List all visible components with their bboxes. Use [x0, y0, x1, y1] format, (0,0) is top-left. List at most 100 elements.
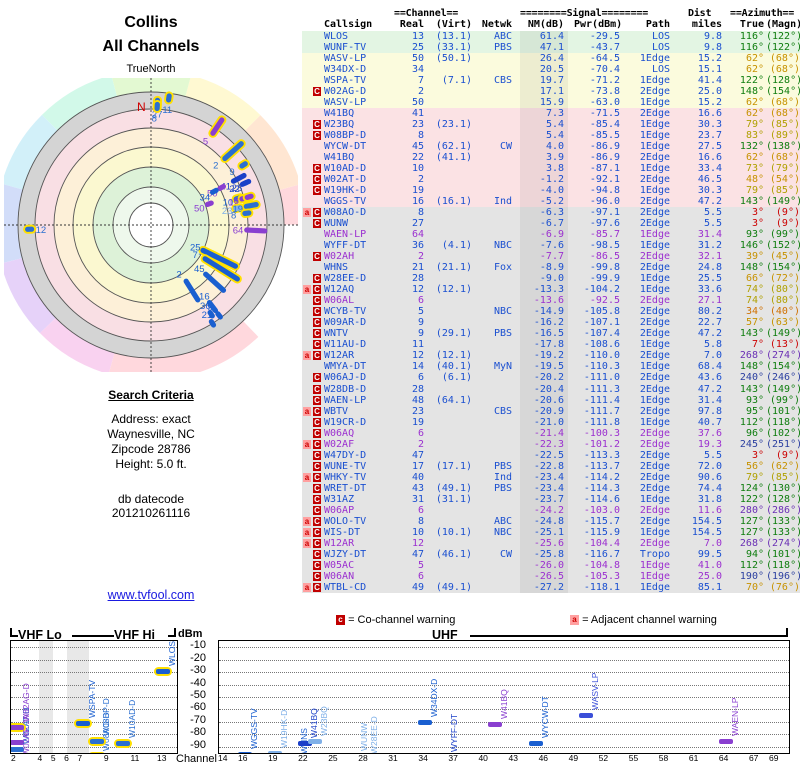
station-marker[interactable]	[238, 752, 253, 753]
cell-dist: 25.5	[697, 273, 722, 285]
cell-pwr: -111.3	[583, 383, 620, 395]
table-row[interactable]: a C WOLO-TV 8 ABC -24.8 -115.7 2Edge 154.5 127° (1…	[302, 515, 800, 527]
cell-call: W06AP	[324, 504, 355, 516]
station-label: W28EE-D	[369, 716, 380, 754]
cell-call: WASV-LP	[324, 53, 367, 65]
cell-magn: (54°)	[769, 174, 800, 186]
station-marker[interactable]	[11, 747, 24, 753]
table-row[interactable]: WUNF-TV 25 (33.1) PBS 47.1 -43.7 LOS 9.8 116° (12…	[302, 42, 800, 54]
cell-nm: -20.9	[533, 405, 564, 417]
station-marker[interactable]	[11, 724, 24, 730]
point-halo	[87, 751, 106, 753]
station-marker[interactable]	[298, 740, 313, 746]
cell-dist: 30.3	[697, 185, 722, 197]
table-row[interactable]: C W31AZ 31 (31.1) -23.7 -114.6 1Edge 31.8 122° (1…	[302, 493, 800, 505]
cell-virt: (12.1)	[435, 284, 472, 296]
table-row[interactable]: a C W12AQ 12 (12.1) -13.3 -104.2 1Edge 33.6 74° (8…	[302, 284, 800, 296]
station-label: WYCW-DT	[539, 696, 550, 738]
table-row[interactable]: WMYA-DT 14 (40.1) MyN -19.5 -110.3 1Edge 68.4 14…	[302, 361, 800, 373]
station-marker[interactable]	[116, 741, 131, 747]
table-row[interactable]: C W28DB-D 28 -20.4 -111.3 2Edge 47.2 143° (149°)	[302, 383, 800, 395]
table-row[interactable]: C W06AJ-D 6 (6.1) -20.2 -111.0 2Edge 43.6 240° (2…	[302, 372, 800, 384]
station-marker[interactable]	[418, 720, 433, 726]
table-row[interactable]: C W08BP-D 8 5.4 -85.5 1Edge 23.7 83° (89°)	[302, 130, 800, 142]
cell-nm: -9.0	[539, 273, 564, 285]
x-tick: 11	[130, 753, 140, 763]
table-row[interactable]: WYCW-DT 45 (62.1) CW 4.0 -86.9 1Edge 27.5 132° (1…	[302, 141, 800, 153]
table-row[interactable]: C W09AR-D 9 -16.2 -107.1 2Edge 22.7 57° (63°)	[302, 317, 800, 329]
cell-magn: (101°)	[766, 405, 800, 417]
table-row[interactable]: C WUNE-TV 17 (17.1) PBS -22.8 -113.7 2Edge 72.0 5…	[302, 460, 800, 472]
table-row[interactable]: C WUNW 27 -6.7 -97.6 2Edge 5.5 3° (9°)	[302, 218, 800, 230]
table-row[interactable]: C WAEN-LP 48 (64.1) -20.6 -111.4 1Edge 31.4 93° (…	[302, 394, 800, 406]
table-row[interactable]: C WCYB-TV 5 NBC -14.9 -105.8 2Edge 80.2 34° (40°)	[302, 306, 800, 318]
table-row[interactable]: WASV-LP 50 (50.1) 26.4 -64.5 1Edge 15.2 62° (68°…	[302, 53, 800, 65]
station-marker[interactable]	[89, 739, 104, 745]
station-marker[interactable]	[308, 739, 323, 745]
table-row[interactable]: C W28EE-D 28 -9.0 -99.9 1Edge 25.5 66° (72°)	[302, 273, 800, 285]
station-marker[interactable]	[528, 740, 543, 746]
cell-magn: (149°)	[766, 383, 800, 395]
group-signal: ========Signal========	[520, 8, 649, 19]
table-row[interactable]: C W05AC 5 -26.0 -104.8 1Edge 41.0 112° (118°)	[302, 559, 800, 571]
table-row[interactable]: a C WTBL-CD 49 (49.1) -27.2 -118.1 1Edge 85.1 70°…	[302, 581, 800, 593]
table-row[interactable]: a C WHKY-TV 40 Ind -23.4 -114.2 2Edge 90.6 79° (85…	[302, 471, 800, 483]
table-row[interactable]: W34DX-D 34 20.5 -70.4 LOS 15.1 62° (68°)	[302, 64, 800, 76]
cell-dist: 43.6	[697, 372, 722, 384]
table-row[interactable]: C WNTV 9 (29.1) PBS -16.5 -107.4 2Edge 47.2 143°(…	[302, 328, 800, 340]
table-row[interactable]: C W19CR-D 19 -21.0 -111.8 1Edge 40.7 112° (118°)	[302, 416, 800, 428]
table-row[interactable]: W41BQ 22 (41.1) 3.9 -86.9 2Edge 16.6 62° (68°)	[302, 152, 800, 164]
table-row[interactable]: C WJZY-DT 47 (46.1) CW -25.8 -116.7 Tropo 99.5 94…	[302, 548, 800, 560]
table-row[interactable]: C WRET-DT 43 (49.1) PBS -23.4 -114.3 2Edge 74.4 1…	[302, 482, 800, 494]
adjacent-warning-badge: a	[303, 208, 311, 218]
table-row[interactable]: a C W08AO-D 8 -6.3 -97.1 2Edge 5.5 3° (9°)	[302, 207, 800, 219]
cell-call: W10AD-D	[324, 163, 367, 175]
table-row[interactable]: C W06AP 6 -24.2 -103.0 2Edge 11.6 280° (286°)	[302, 504, 800, 516]
table-row[interactable]: C W06AQ 6 -21.4 -100.3 2Edge 37.6 96° (102°)	[302, 427, 800, 439]
table-row[interactable]: C W47DY-D 47 -22.5 -113.3 2Edge 5.5 3° (9°)	[302, 449, 800, 461]
station-marker[interactable]	[76, 721, 91, 727]
table-row[interactable]: C W11AU-D 11 -17.8 -108.6 1Edge 5.8 7° (13°)	[302, 339, 800, 351]
table-row[interactable]: a C W12AR 12 -25.6 -104.4 2Edge 7.0 268° (274°)	[302, 537, 800, 549]
table-row[interactable]: a C WBTV 23 CBS -20.9 -111.7 2Edge 97.8 95° (101°)	[302, 405, 800, 417]
datecode-label: db datecode	[117, 492, 185, 506]
station-marker[interactable]	[11, 740, 24, 746]
table-row[interactable]: a C W12AR 12 (12.1) -19.2 -110.0 2Edge 7.0 268° (2…	[302, 350, 800, 362]
station-marker[interactable]	[488, 721, 503, 727]
table-row[interactable]: WSPA-TV 7 (7.1) CBS 19.7 -71.2 1Edge 41.4 122° (1…	[302, 75, 800, 87]
cell-true: 79°	[745, 471, 764, 483]
cell-magn: (133°)	[766, 515, 800, 527]
table-row[interactable]: W41BQ 41 7.3 -71.5 2Edge 16.6 62° (68°)	[302, 108, 800, 120]
table-row[interactable]: WASV-LP 50 15.9 -63.0 1Edge 15.2 62° (68°)	[302, 97, 800, 109]
table-row[interactable]: C W10AD-D 10 3.8 -87.1 1Edge 33.4 73° (79°)	[302, 163, 800, 175]
table-row[interactable]: C W19HK-D 19 -4.0 -94.8 1Edge 30.3 79° (85°)	[302, 185, 800, 197]
cell-true: 83°	[745, 130, 764, 142]
table-row[interactable]: C W06AN 6 -26.5 -105.3 1Edge 25.0 190° (196°)	[302, 570, 800, 582]
table-row[interactable]: WHNS 21 (21.1) Fox -8.9 -99.8 2Edge 24.8 148° (15…	[302, 262, 800, 274]
table-row[interactable]: a C W02AF 2 -22.3 -101.2 2Edge 19.3 245° (251°)	[302, 438, 800, 450]
polar-plot: N 11278529412228503450101262319864121325…	[0, 70, 306, 380]
station-marker[interactable]	[268, 750, 283, 753]
table-row[interactable]: C W06AL 6 -13.6 -92.5 2Edge 27.1 74° (80°)	[302, 295, 800, 307]
cell-dist: 33.4	[697, 163, 722, 175]
table-row[interactable]: C W02AH 2 -7.7 -86.5 2Edge 32.1 39° (45°)	[302, 251, 800, 263]
table-row[interactable]: WLOS 13 (13.1) ABC 61.4 -29.5 LOS 9.8 116° (122°)	[302, 31, 800, 43]
band-label-vhf-hi: VHF Hi	[114, 628, 155, 642]
x-tick: 64	[718, 753, 729, 763]
station-marker[interactable]	[156, 669, 171, 675]
table-row[interactable]: a C WIS-DT 10 (10.1) NBC -25.1 -115.9 1Edge 154.5…	[302, 526, 800, 538]
station-label: WASV-LP	[589, 672, 600, 711]
table-row[interactable]: WGGS-TV 16 (16.1) Ind -5.2 -96.0 2Edge 47.2 143°…	[302, 196, 800, 208]
cell-magn: (85°)	[769, 119, 800, 131]
table-row[interactable]: C W02AT-D 2 -1.2 -92.1 2Edge 46.5 48° (54°)	[302, 174, 800, 186]
tvfool-link[interactable]: www.tvfool.com	[107, 588, 195, 602]
cell-call: WAEN-LP	[324, 229, 367, 241]
table-row[interactable]: WYFF-DT 36 (4.1) NBC -7.6 -98.5 1Edge 31.2 146°(…	[302, 240, 800, 252]
station-marker[interactable]	[578, 713, 593, 719]
y-tick: -60	[190, 701, 206, 714]
cell-real: 2	[417, 438, 424, 450]
table-row[interactable]: C W02AG-D 2 17.1 -73.8 2Edge 25.0 148° (154°)	[302, 86, 800, 98]
table-row[interactable]: WAEN-LP 64 -6.9 -85.7 1Edge 31.4 93° (99°)	[302, 229, 800, 241]
table-row[interactable]: C W23BQ 23 (23.1) 5.4 -85.4 1Edge 30.3 79° (85°)	[302, 119, 800, 131]
station-marker[interactable]	[718, 739, 733, 745]
